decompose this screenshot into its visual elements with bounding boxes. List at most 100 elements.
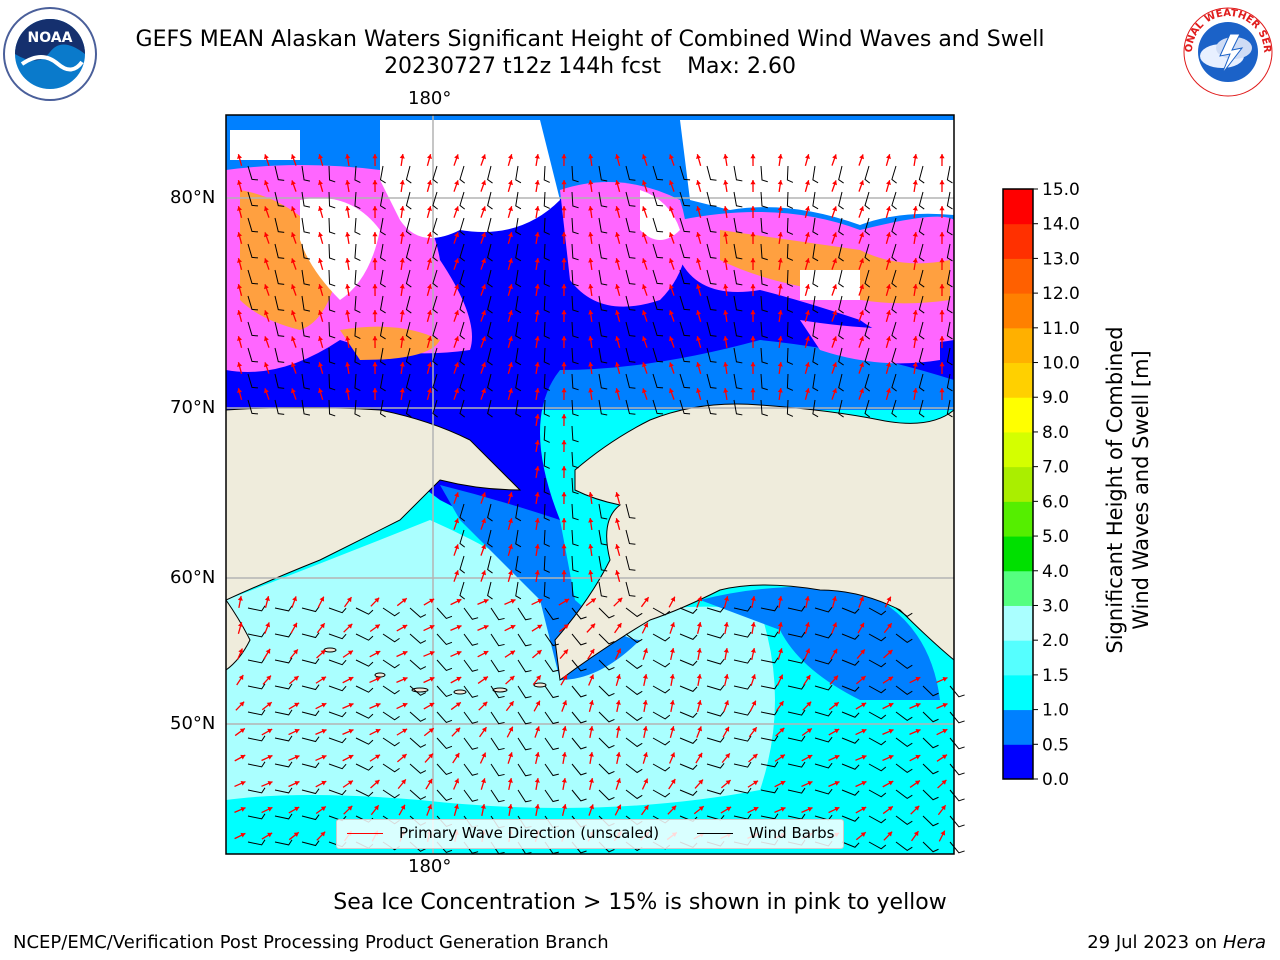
wave-arrow-head (294, 780, 300, 786)
wind-barb (812, 373, 819, 392)
wave-arrow-head (912, 284, 918, 289)
wave-arrow-head (266, 702, 272, 707)
wind-barb (459, 269, 466, 288)
graticule (226, 115, 954, 854)
wave-arrow-head (912, 258, 918, 263)
aleutian-islands (323, 647, 547, 695)
wind-barb (571, 191, 579, 209)
wind-barb (405, 269, 412, 288)
wave-arrow-head (588, 154, 594, 159)
wind-barb (625, 659, 643, 670)
wave-arrow-head (240, 780, 246, 786)
wave-arrow-head (481, 284, 487, 290)
wave-arrow-head (832, 622, 838, 628)
wind-barb (838, 269, 844, 288)
wave-arrow-head (481, 362, 487, 368)
wave-arrow-head (588, 258, 594, 263)
wave-arrow-head (292, 622, 298, 628)
wave-arrow-head (833, 675, 839, 681)
wave-arrow-head (859, 336, 865, 342)
wind-barb (598, 165, 608, 182)
wind-barb (247, 321, 259, 337)
wave-arrow-head (861, 728, 867, 734)
wave-arrow-head (456, 624, 462, 630)
wind-barb (652, 295, 664, 311)
wind-barb (301, 347, 311, 364)
colorbar-segment (1003, 709, 1033, 745)
wind-barb (487, 269, 493, 288)
wave-arrow-head (750, 622, 756, 627)
colorbar-tick-label: 12.0 (1042, 284, 1080, 304)
wave-arrow-head (668, 154, 674, 160)
wave-arrow-head (723, 648, 729, 653)
wind-barb (598, 217, 608, 234)
wave-arrow-head (778, 648, 783, 654)
wind-barb (487, 399, 493, 418)
wave-arrow-head (832, 232, 838, 238)
wave-arrow-head (508, 726, 514, 732)
wind-barb (405, 295, 412, 314)
footer-date: 29 Jul 2023 on (1087, 932, 1218, 953)
wind-barb (544, 789, 559, 803)
wave-arrow-head (264, 362, 269, 368)
legend-wind-barbs-label: Wind Barbs (749, 824, 835, 842)
wave-arrow-head (321, 780, 327, 786)
wind-barb (812, 399, 819, 418)
wind-barb (328, 737, 347, 744)
wind-barb (598, 269, 608, 286)
wave-arrow-head (507, 544, 513, 550)
wind-barb (598, 737, 615, 749)
wind-barb (274, 683, 293, 690)
wind-barb (760, 347, 768, 365)
wind-barb (814, 632, 833, 639)
wave-arrow-head (778, 701, 784, 707)
wave-arrow-head (804, 180, 810, 186)
wind-barb (543, 321, 550, 339)
wind-barb (598, 243, 608, 260)
wind-barb (301, 762, 320, 769)
wave-arrow-head (507, 336, 513, 342)
wave-arrow-head (859, 362, 865, 368)
wind-barb (487, 581, 493, 600)
wind-barb (543, 503, 550, 521)
wind-barb (490, 607, 505, 621)
wave-arrow-head (510, 598, 516, 604)
wave-arrow-head (859, 154, 865, 160)
wind-barb (760, 813, 779, 820)
wind-barb (301, 165, 311, 182)
wind-barb (812, 269, 819, 288)
wave-arrow-head (454, 388, 460, 394)
wind-barb (706, 399, 717, 415)
wave-arrow-head (534, 362, 540, 367)
wind-barb (838, 295, 844, 314)
wind-barb (652, 659, 671, 668)
wind-barb (409, 633, 427, 644)
wave-arrow-head (507, 388, 513, 394)
wind-barb (625, 607, 643, 618)
wind-barb (328, 633, 347, 640)
wave-arrow-head (615, 492, 621, 498)
wind-barb (679, 191, 691, 207)
wind-barb (328, 295, 336, 313)
wave-arrow-head (534, 492, 540, 497)
wave-arrow-head (453, 804, 459, 810)
wave-arrow-head (588, 700, 594, 706)
wind-barb (625, 737, 643, 748)
wave-arrow-head (264, 154, 269, 160)
wave-arrow-head (941, 779, 947, 785)
wind-barb (515, 529, 522, 548)
wind-barb (891, 295, 897, 314)
wind-barb (895, 763, 913, 773)
wave-arrow-head (723, 362, 729, 367)
wave-arrow-head (561, 180, 567, 185)
wave-arrow-head (292, 596, 298, 602)
wind-barb (571, 685, 587, 698)
wave-arrow-head (615, 154, 621, 160)
wave-arrow-head (588, 336, 594, 341)
wave-arrow-head (481, 752, 487, 758)
wave-arrow-head (668, 310, 674, 316)
wave-arrow-head (885, 180, 891, 186)
wave-arrow-head (399, 258, 405, 263)
wind-barb (571, 711, 587, 724)
wave-arrow-head (940, 805, 946, 811)
